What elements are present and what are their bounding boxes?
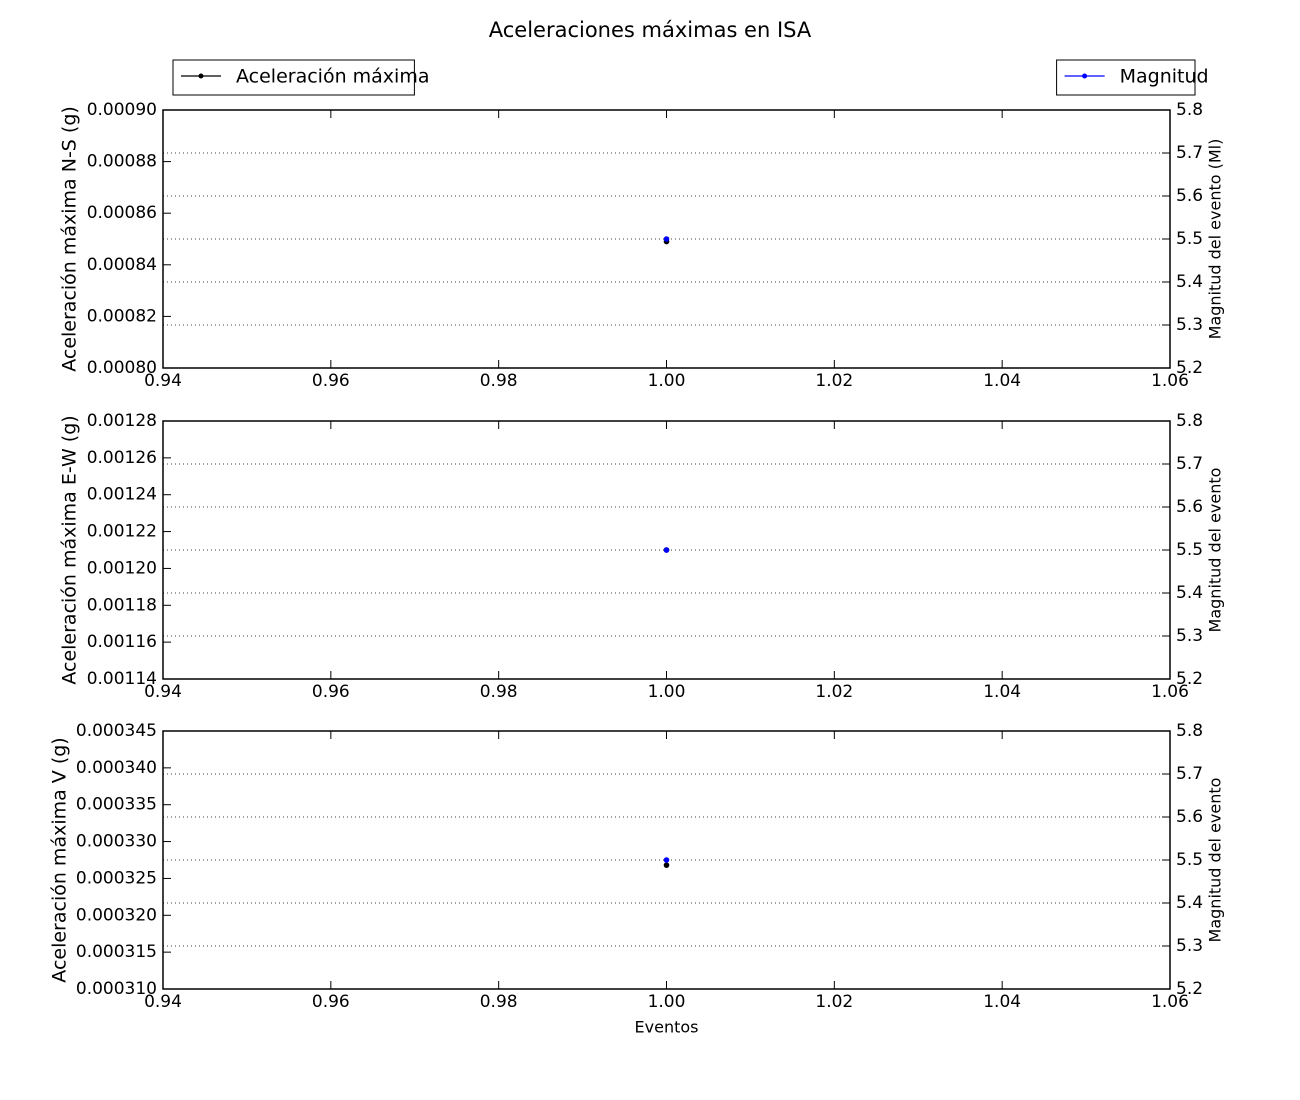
x-tick-label: 1.06 xyxy=(1151,371,1189,391)
legend-marker xyxy=(1082,73,1088,79)
x-tick-label: 0.94 xyxy=(144,682,182,702)
x-tick-label: 0.96 xyxy=(312,992,350,1012)
plot-frame xyxy=(162,420,1171,680)
y-tick-label: 0.00086 xyxy=(87,203,157,223)
x-tick-label: 1.02 xyxy=(815,682,853,702)
y-axis-label: Aceleración máxima V (g) xyxy=(49,737,71,982)
x-axis-label: Eventos xyxy=(635,1018,699,1037)
y-tick-label: 0.00122 xyxy=(87,522,157,542)
y-tick-label: 0.000345 xyxy=(76,721,157,741)
x-tick-label: 1.00 xyxy=(648,371,686,391)
legend: Aceleración máxima xyxy=(172,59,429,96)
chart-title: Aceleraciones máximas en ISA xyxy=(489,18,812,42)
legend: Magnitud xyxy=(1056,59,1209,96)
y-tick-label: 0.00124 xyxy=(87,485,157,505)
y-axis-label: Aceleración máxima E-W (g) xyxy=(59,415,81,684)
x-tick-label: 1.04 xyxy=(983,992,1021,1012)
legend-box xyxy=(172,59,415,96)
y-tick-label: 0.000320 xyxy=(76,905,157,925)
y-tick-label: 0.00090 xyxy=(87,100,157,120)
y2-tick-label: 5.8 xyxy=(1176,411,1203,431)
data-point xyxy=(663,862,670,868)
y2-axis-label: Magnitud del evento xyxy=(1206,468,1225,633)
y2-tick-label: 5.2 xyxy=(1176,979,1203,999)
x-tick-label: 1.04 xyxy=(983,371,1021,391)
y2-tick-label: 5.7 xyxy=(1176,764,1203,784)
y-tick-label: 0.00128 xyxy=(87,411,157,431)
y2-axis-label: Magnitud del evento (Ml) xyxy=(1206,139,1225,340)
y2-axis-label: Magnitud del evento xyxy=(1206,778,1225,943)
x-tick-label: 1.06 xyxy=(1151,992,1189,1012)
x-tick-label: 0.96 xyxy=(312,371,350,391)
y-tick-label: 0.00114 xyxy=(87,669,157,689)
y-tick-label: 0.000330 xyxy=(76,832,157,852)
y2-tick-label: 5.5 xyxy=(1176,540,1203,560)
y2-tick-label: 5.6 xyxy=(1176,186,1203,206)
x-tick-label: 0.98 xyxy=(480,992,518,1012)
y2-tick-label: 5.4 xyxy=(1176,893,1203,913)
y-axis-label: Aceleración máxima N-S (g) xyxy=(59,106,81,372)
y-tick-label: 0.000335 xyxy=(76,795,157,815)
y2-tick-label: 5.4 xyxy=(1176,272,1203,292)
x-tick-label: 0.94 xyxy=(144,992,182,1012)
x-tick-label: 1.00 xyxy=(648,682,686,702)
y2-tick-label: 5.7 xyxy=(1176,143,1203,163)
y-tick-label: 0.000310 xyxy=(76,979,157,999)
y-tick-label: 0.000340 xyxy=(76,758,157,778)
plot-frame xyxy=(162,730,1171,990)
x-tick-label: 1.02 xyxy=(815,992,853,1012)
y2-tick-label: 5.3 xyxy=(1176,626,1203,646)
y-tick-label: 0.00084 xyxy=(87,255,157,275)
y-tick-label: 0.00082 xyxy=(87,306,157,326)
plot-frame xyxy=(162,109,1171,369)
x-tick-label: 1.02 xyxy=(815,371,853,391)
legend-marker xyxy=(198,73,204,79)
legend-label: Aceleración máxima xyxy=(236,66,429,88)
x-tick-label: 1.00 xyxy=(648,992,686,1012)
y2-tick-label: 5.3 xyxy=(1176,936,1203,956)
data-point xyxy=(663,547,670,553)
x-tick-label: 0.94 xyxy=(144,371,182,391)
y2-tick-label: 5.3 xyxy=(1176,315,1203,335)
x-tick-label: 1.04 xyxy=(983,682,1021,702)
y-tick-label: 0.00120 xyxy=(87,558,157,578)
y2-tick-label: 5.6 xyxy=(1176,497,1203,517)
y-tick-label: 0.000325 xyxy=(76,868,157,888)
y2-tick-label: 5.7 xyxy=(1176,454,1203,474)
y2-tick-label: 5.8 xyxy=(1176,721,1203,741)
data-point xyxy=(663,857,670,863)
x-tick-label: 0.98 xyxy=(480,682,518,702)
y2-tick-label: 5.5 xyxy=(1176,229,1203,249)
y-tick-label: 0.00118 xyxy=(87,595,157,615)
y-tick-label: 0.00116 xyxy=(87,632,157,652)
data-point xyxy=(663,236,670,242)
y-tick-label: 0.00080 xyxy=(87,358,157,378)
legend-label: Magnitud xyxy=(1120,66,1209,88)
y-tick-label: 0.00126 xyxy=(87,448,157,468)
y2-tick-label: 5.4 xyxy=(1176,583,1203,603)
y-tick-label: 0.000315 xyxy=(76,942,157,962)
x-tick-label: 1.06 xyxy=(1151,682,1189,702)
y2-tick-label: 5.8 xyxy=(1176,100,1203,120)
y2-tick-label: 5.2 xyxy=(1176,669,1203,689)
y2-tick-label: 5.6 xyxy=(1176,807,1203,827)
legend-box xyxy=(1056,59,1196,96)
y2-tick-label: 5.5 xyxy=(1176,850,1203,870)
y-tick-label: 0.00088 xyxy=(87,152,157,172)
x-tick-label: 0.98 xyxy=(480,371,518,391)
y2-tick-label: 5.2 xyxy=(1176,358,1203,378)
x-tick-label: 0.96 xyxy=(312,682,350,702)
